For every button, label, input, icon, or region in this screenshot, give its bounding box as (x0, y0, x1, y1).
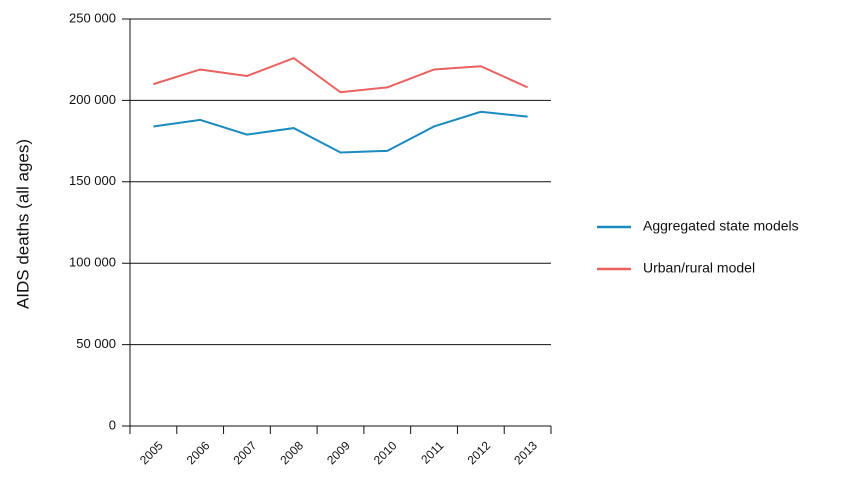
y-tick-label: 50 000 (76, 336, 116, 351)
series-line (153, 110, 528, 154)
x-tick-label: 2012 (464, 438, 493, 467)
x-tick-label: 2008 (277, 438, 306, 467)
x-tick-label: 2009 (324, 438, 353, 467)
y-tick-label: 100 000 (69, 255, 116, 270)
x-tick-label: 2006 (184, 438, 213, 467)
y-tick-label: 200 000 (69, 92, 116, 107)
legend-label: Urban/rural model (643, 260, 755, 276)
x-tick-label: 2010 (371, 438, 400, 467)
series-line (153, 56, 529, 94)
legend-label: Aggregated state models (643, 218, 799, 234)
x-tick-label: 2013 (511, 438, 540, 467)
y-tick-label: 150 000 (69, 173, 116, 188)
x-tick-label: 2007 (231, 438, 260, 467)
y-tick-label: 0 (109, 417, 116, 432)
y-axis-title: AIDS deaths (all ages) (13, 139, 32, 309)
y-tick-label: 250 000 (69, 10, 116, 25)
x-tick-label: 2011 (418, 438, 446, 466)
x-tick-label: 2005 (137, 438, 166, 467)
